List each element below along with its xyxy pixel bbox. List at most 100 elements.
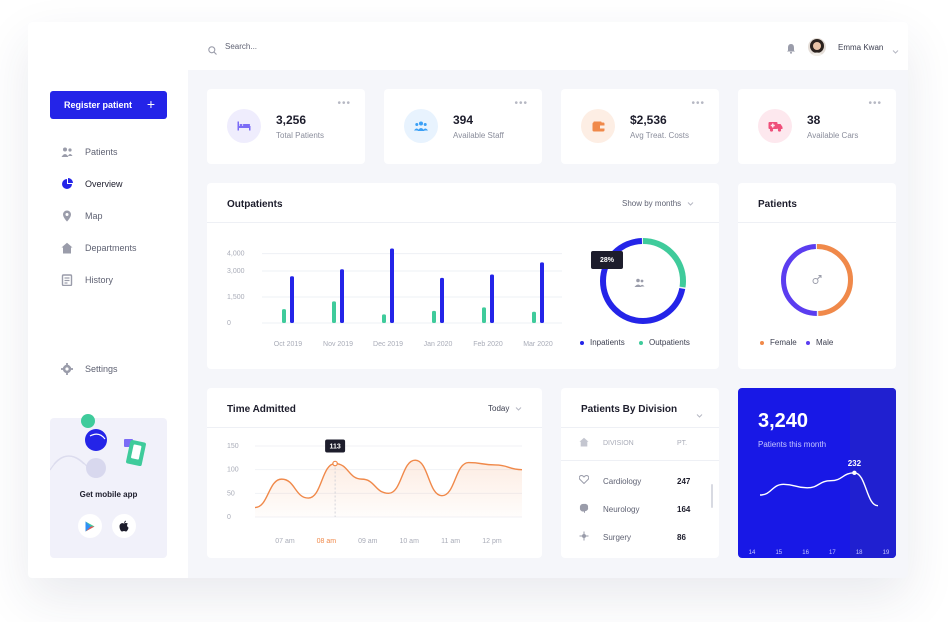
bar-outpatients: [432, 310, 436, 323]
more-options-icon[interactable]: •••: [691, 98, 705, 109]
bar-outpatients: [382, 314, 386, 323]
pie-chart-icon: [61, 178, 73, 190]
bar-inpatients: [540, 262, 544, 323]
legend-female: Female: [760, 338, 797, 347]
table-row[interactable]: Neurology 164: [579, 503, 701, 516]
google-play-button[interactable]: [78, 514, 102, 538]
patients-this-month-card: 3,240 Patients this month 232 14 15 16 17 18 1…: [738, 388, 896, 558]
sidebar-item-label: Map: [85, 211, 103, 221]
register-patient-button[interactable]: Register patient +: [50, 91, 167, 119]
x-tick-label: 16: [802, 550, 809, 556]
outpatients-bar-chart: 4,000 3,000 1,500 0 Oct 2019 Nov 2019 Dec 2019…: [227, 248, 562, 348]
sidebar-item-map[interactable]: Map: [61, 210, 103, 222]
get-mobile-app-label: Get mobile app: [79, 490, 138, 499]
legend-dot: [760, 340, 764, 345]
y-tick-label: 100: [227, 467, 239, 474]
x-tick-label: Nov 2019: [323, 341, 353, 348]
more-options-icon[interactable]: •••: [514, 98, 528, 109]
card-title: Time Admitted: [227, 404, 296, 415]
patients-by-division-card: Patients By Division DIVISION PT. Cardio…: [561, 388, 719, 558]
avatar[interactable]: [808, 38, 826, 56]
legend-male: Male: [806, 338, 833, 347]
card-title: Outpatients: [227, 199, 283, 210]
sidebar-item-patients[interactable]: Patients: [61, 146, 118, 158]
stat-value: 38: [807, 113, 821, 127]
card-title: Patients: [758, 199, 797, 210]
x-tick-label: Feb 2020: [473, 341, 503, 348]
chevron-down-icon[interactable]: [892, 42, 899, 60]
bar-outpatients: [332, 301, 336, 323]
division-name: Neurology: [603, 505, 640, 514]
chevron-down-icon: [516, 406, 522, 411]
sidebar-item-label: History: [85, 275, 114, 285]
x-tick-label: 09 am: [358, 538, 378, 545]
divider: [207, 222, 719, 223]
bar-inpatients: [340, 269, 344, 323]
bell-icon[interactable]: [786, 41, 796, 59]
stat-card-avg-treatment-costs: $2,536 Avg Treat. Costs •••: [561, 89, 719, 164]
sidebar-item-settings[interactable]: Settings: [61, 363, 118, 375]
plus-icon: +: [146, 96, 155, 112]
dropdown-value: Show by months: [622, 199, 682, 208]
x-tick-label: 08 am: [317, 538, 337, 545]
gender-donut-chart: [781, 244, 853, 316]
more-options-icon[interactable]: •••: [337, 98, 351, 109]
y-tick-label: 4,000: [227, 251, 245, 258]
mobile-app-promo: Get mobile app: [50, 414, 167, 558]
donut-slice: [781, 244, 853, 316]
hover-point: [332, 460, 338, 467]
x-tick-label: 12 pm: [482, 538, 502, 545]
legend-label: Outpatients: [649, 338, 690, 347]
show-by-months-dropdown[interactable]: Show by months: [622, 199, 694, 208]
stat-value: 394: [453, 113, 474, 127]
time-admitted-card: Time Admitted Today 150 100 50 0 113 07 am 08 …: [207, 388, 542, 558]
bar-outpatients: [532, 311, 536, 323]
more-options-icon[interactable]: •••: [868, 98, 882, 109]
y-tick-label: 1,500: [227, 294, 245, 301]
x-tick-label: Mar 2020: [523, 341, 553, 348]
table-row[interactable]: Surgery 86: [579, 531, 701, 544]
x-tick-label: 15: [775, 550, 782, 556]
bar-inpatients: [390, 248, 394, 323]
patients-card: Patients Female Male: [738, 183, 896, 369]
divider: [738, 222, 896, 223]
donut-slice: [600, 238, 686, 324]
sidebar: Register patient + Patients Overview Map: [28, 22, 188, 578]
gender-icon: [811, 273, 823, 291]
sidebar-item-history[interactable]: History: [61, 274, 114, 287]
people-icon: [61, 146, 73, 158]
search-icon: [208, 42, 217, 60]
sidebar-item-label: Patients: [85, 147, 118, 157]
divider: [561, 460, 719, 461]
stat-label: Available Cars: [807, 131, 859, 140]
x-tick-label: 11 am: [441, 538, 460, 545]
sidebar-item-label: Overview: [85, 179, 123, 189]
chevron-down-icon[interactable]: [696, 406, 703, 424]
sidebar-item-departments[interactable]: Departments: [61, 242, 137, 254]
bar-inpatients: [490, 274, 494, 323]
outpatients-card: Outpatients Show by months 4,000 3,000 1,5…: [207, 183, 719, 369]
today-dropdown[interactable]: Today: [488, 404, 522, 413]
area-line: [254, 459, 523, 509]
division-name: Cardiology: [603, 476, 642, 486]
divider: [207, 427, 542, 428]
user-name[interactable]: Emma Kwan: [838, 43, 884, 52]
legend-dot: [806, 340, 810, 345]
bar-outpatients: [482, 307, 486, 323]
month-line-chart: 232 14 15 16 17 18 19: [749, 459, 890, 556]
area-fill: [255, 460, 522, 517]
x-tick-label: 17: [829, 550, 836, 556]
highlight-column: [850, 388, 896, 558]
legend-dot: [639, 340, 643, 345]
x-tick-label: 19: [883, 550, 890, 556]
search-input[interactable]: Search...: [225, 42, 258, 51]
gear-icon: [61, 363, 73, 375]
table-row[interactable]: Cardiology 247: [578, 474, 701, 487]
bar-inpatients: [290, 276, 294, 323]
app-store-button[interactable]: [112, 514, 136, 538]
legend-label: Male: [816, 338, 834, 347]
sidebar-item-overview[interactable]: Overview: [61, 178, 123, 190]
division-table-header: DIVISION PT.: [579, 437, 701, 450]
legend-outpatients: Outpatients: [639, 338, 690, 347]
scrollbar[interactable]: [711, 484, 713, 508]
